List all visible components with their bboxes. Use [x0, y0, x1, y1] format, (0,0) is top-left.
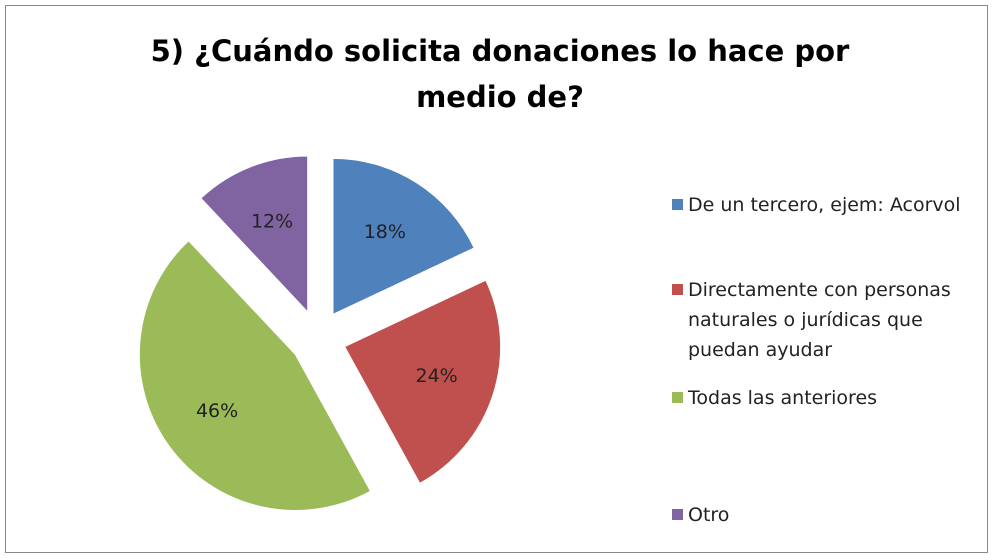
data-label: 18% [364, 221, 406, 243]
legend-label: Directamente con personas naturales o ju… [688, 279, 951, 361]
legend-label: Todas las anteriores [688, 387, 878, 409]
legend-swatch [672, 392, 683, 403]
legend-label: Otro [688, 504, 730, 526]
chart-frame [5, 5, 988, 553]
legend-swatch [672, 284, 683, 295]
legend-label: De un tercero, ejem: Acorvol [688, 194, 961, 216]
pie-slice [200, 155, 309, 314]
data-label: 12% [251, 211, 293, 233]
pie-slice [138, 240, 372, 511]
chart-title: 5) ¿Cuándo solicita donaciones lo hace p… [150, 34, 850, 114]
data-label: 46% [196, 400, 238, 422]
pie-slice [343, 279, 502, 485]
legend-swatch [672, 509, 683, 520]
legend-entry: Todas las anteriores [672, 383, 972, 413]
pie-slice [332, 157, 475, 316]
legend-swatch [672, 199, 683, 210]
legend-entry: Directamente con personas naturales o ju… [672, 275, 972, 365]
legend-entry: De un tercero, ejem: Acorvol [672, 190, 972, 220]
legend-entry: Otro [672, 500, 972, 530]
data-label: 24% [415, 365, 457, 387]
